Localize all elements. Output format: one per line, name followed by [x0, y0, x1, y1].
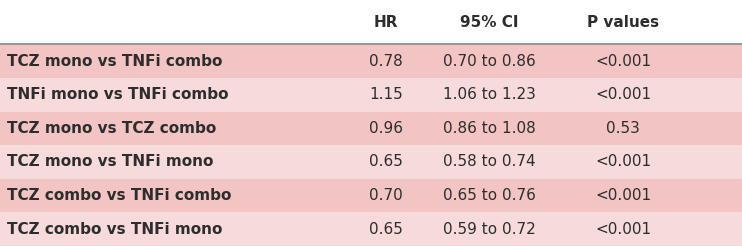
- Text: <0.001: <0.001: [595, 188, 651, 203]
- FancyBboxPatch shape: [0, 212, 742, 246]
- Text: TNFi mono vs TNFi combo: TNFi mono vs TNFi combo: [7, 87, 229, 102]
- FancyBboxPatch shape: [0, 179, 742, 212]
- FancyBboxPatch shape: [0, 44, 742, 78]
- Text: <0.001: <0.001: [595, 54, 651, 69]
- Text: 1.15: 1.15: [369, 87, 403, 102]
- Text: TCZ combo vs TNFi combo: TCZ combo vs TNFi combo: [7, 188, 232, 203]
- Text: P values: P values: [587, 15, 660, 30]
- Text: TCZ mono vs TCZ combo: TCZ mono vs TCZ combo: [7, 121, 217, 136]
- FancyBboxPatch shape: [0, 145, 742, 179]
- Text: TCZ mono vs TNFi mono: TCZ mono vs TNFi mono: [7, 154, 214, 169]
- FancyBboxPatch shape: [0, 111, 742, 145]
- Text: 0.78: 0.78: [369, 54, 403, 69]
- Text: 0.70 to 0.86: 0.70 to 0.86: [444, 54, 536, 69]
- Text: TCZ mono vs TNFi combo: TCZ mono vs TNFi combo: [7, 54, 223, 69]
- Text: 95% CI: 95% CI: [461, 15, 519, 30]
- Text: <0.001: <0.001: [595, 222, 651, 237]
- Text: 0.65 to 0.76: 0.65 to 0.76: [443, 188, 536, 203]
- FancyBboxPatch shape: [0, 78, 742, 111]
- Text: <0.001: <0.001: [595, 154, 651, 169]
- Text: 0.65: 0.65: [369, 154, 403, 169]
- Text: HR: HR: [373, 15, 398, 30]
- Text: 0.86 to 1.08: 0.86 to 1.08: [444, 121, 536, 136]
- Text: 0.96: 0.96: [369, 121, 403, 136]
- Text: TCZ combo vs TNFi mono: TCZ combo vs TNFi mono: [7, 222, 223, 237]
- Text: 0.65: 0.65: [369, 222, 403, 237]
- Text: 0.70: 0.70: [369, 188, 403, 203]
- Text: 1.06 to 1.23: 1.06 to 1.23: [443, 87, 536, 102]
- Text: 0.53: 0.53: [606, 121, 640, 136]
- Text: 0.59 to 0.72: 0.59 to 0.72: [444, 222, 536, 237]
- Text: <0.001: <0.001: [595, 87, 651, 102]
- Text: 0.58 to 0.74: 0.58 to 0.74: [444, 154, 536, 169]
